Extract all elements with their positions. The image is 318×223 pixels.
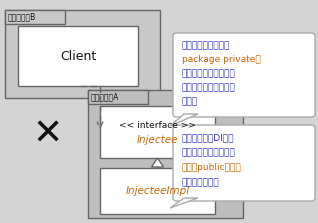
Bar	[5, 10, 65, 24]
Text: ければならない: ければならない	[182, 178, 220, 188]
Polygon shape	[151, 158, 163, 167]
Text: 実装クラスはDIコン: 実装クラスはDIコン	[182, 134, 234, 142]
Text: することで、外部パッ: することで、外部パッ	[182, 70, 236, 78]
Bar	[5, 10, 160, 98]
Text: るのでpublicにしな: るのでpublicにしな	[182, 163, 242, 173]
Polygon shape	[170, 114, 198, 126]
Bar	[100, 168, 215, 214]
Text: << interface >>: << interface >>	[119, 121, 196, 130]
Text: package privateに: package privateに	[182, 56, 261, 64]
Text: パッケージB: パッケージB	[8, 12, 36, 21]
Text: Injectee: Injectee	[137, 135, 178, 145]
Text: ✕: ✕	[33, 118, 63, 152]
FancyBboxPatch shape	[173, 125, 315, 201]
Text: Client: Client	[60, 50, 96, 62]
Bar	[88, 90, 243, 218]
Polygon shape	[170, 198, 198, 208]
Text: を禁止: を禁止	[182, 97, 198, 107]
Bar	[88, 90, 148, 104]
Text: ケージからのアクセス: ケージからのアクセス	[182, 83, 236, 93]
Text: パッケージA: パッケージA	[91, 93, 119, 101]
Text: InjecteeImpl: InjecteeImpl	[125, 186, 190, 196]
Bar	[100, 106, 215, 158]
Text: テナからアクセスされ: テナからアクセスされ	[182, 149, 236, 157]
Text: インターフェイスを: インターフェイスを	[182, 41, 230, 50]
Bar	[18, 26, 138, 86]
FancyBboxPatch shape	[173, 33, 315, 117]
